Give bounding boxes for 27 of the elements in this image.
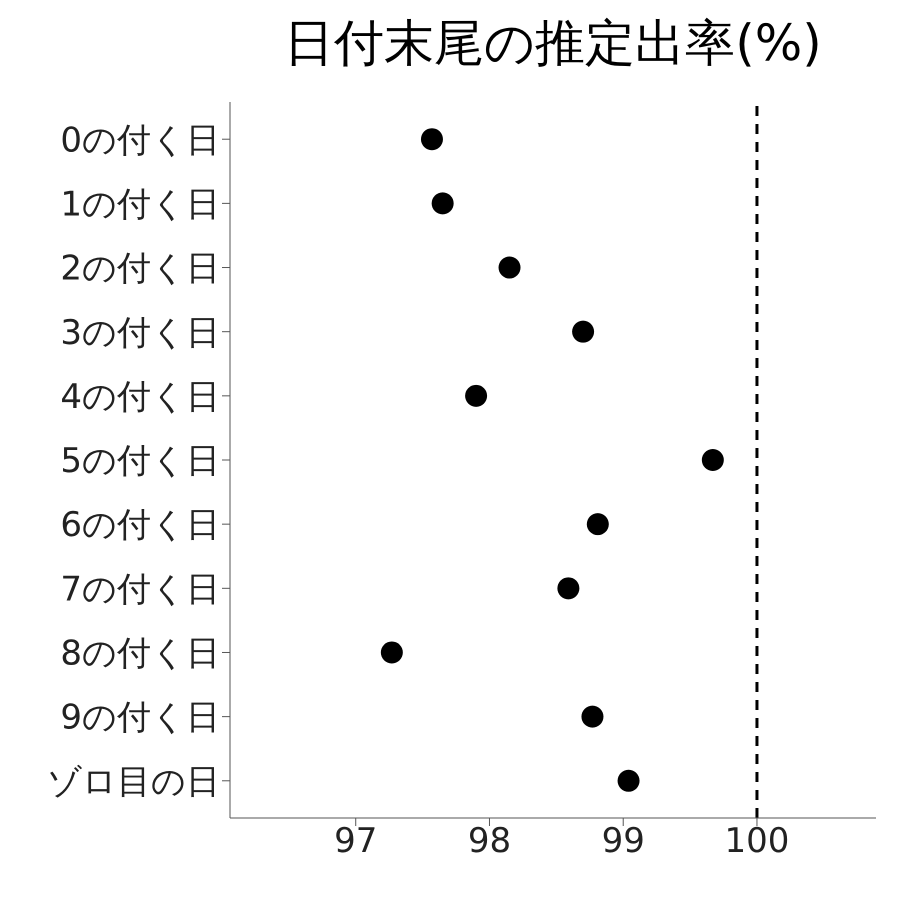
y-tick-label: 3の付く日	[60, 312, 220, 353]
point	[702, 449, 724, 471]
x-tick-label: 97	[334, 821, 378, 862]
x-tick-label: 99	[602, 821, 645, 862]
x-tick-label: 100	[724, 821, 790, 862]
y-tick-label: 4の付く日	[60, 376, 220, 417]
y-tick-label: 0の付く日	[60, 120, 220, 160]
point	[420, 128, 443, 150]
point	[465, 384, 488, 407]
y-tick-label: ゾロ目の日	[47, 762, 220, 802]
y-tick-label: 7の付く日	[60, 569, 220, 610]
point	[572, 320, 594, 343]
point	[498, 256, 521, 279]
y-tick-label: 6の付く日	[60, 505, 220, 546]
y-tick-label: 8の付く日	[60, 634, 220, 674]
point	[380, 641, 403, 664]
point	[586, 513, 609, 536]
point	[432, 192, 454, 214]
y-tick-label: 1の付く日	[60, 184, 220, 224]
point	[618, 770, 640, 792]
y-tick-label: 5の付く日	[60, 441, 220, 482]
x-tick-label: 98	[468, 821, 512, 862]
y-tick-label: 9の付く日	[60, 698, 220, 738]
point	[557, 577, 580, 600]
point	[581, 706, 604, 728]
chart-title: 日付末尾の推定出率(%)	[283, 13, 823, 74]
y-tick-label: 2の付く日	[60, 248, 220, 289]
